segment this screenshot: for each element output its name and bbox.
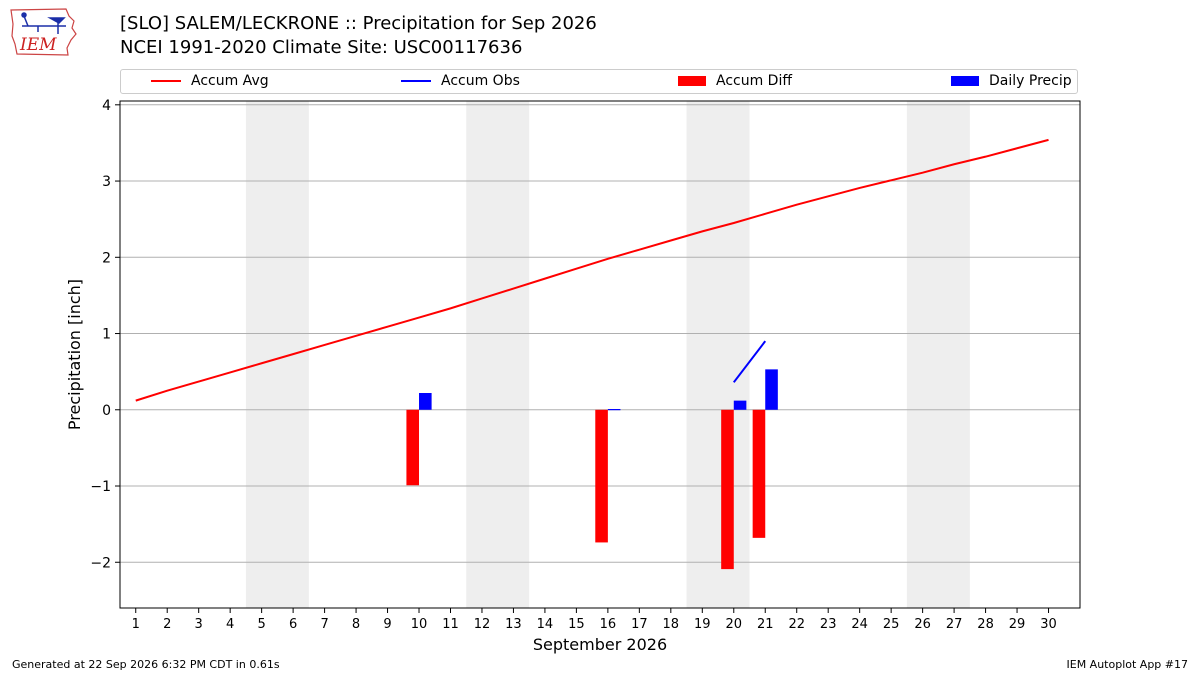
- chart-title: [SLO] SALEM/LECKRONE :: Precipitation fo…: [120, 13, 597, 34]
- x-tick-label: 12: [474, 617, 491, 632]
- legend-line-swatch: [151, 80, 181, 82]
- accum-diff-bar: [752, 409, 766, 538]
- plot-frame: [119, 100, 1081, 609]
- legend-bar-swatch: [951, 76, 979, 86]
- accum-obs-line: [732, 340, 767, 383]
- y-tick-label: 2: [102, 250, 111, 266]
- weekend-band: [906, 101, 970, 608]
- x-tick-label: 7: [320, 617, 328, 632]
- legend-item: Accum Diff: [678, 73, 792, 89]
- x-tick-label: 3: [195, 617, 203, 632]
- x-tick-label: 14: [537, 617, 554, 632]
- y-tick-label: 3: [102, 174, 111, 190]
- y-tick-label: 4: [102, 98, 111, 114]
- y-tick-label: −1: [90, 479, 111, 495]
- legend-label: Daily Precip: [989, 73, 1072, 89]
- accum-avg-line: [135, 138, 1049, 402]
- x-tick-label: 8: [352, 617, 360, 632]
- x-tick-label: 4: [226, 617, 234, 632]
- daily-precip-bar: [607, 409, 621, 411]
- x-tick-label: 18: [663, 617, 680, 632]
- y-tick-label: 0: [102, 403, 111, 419]
- weekend-band: [686, 101, 750, 608]
- x-tick-label: 25: [883, 617, 900, 632]
- chart-subtitle: NCEI 1991-2020 Climate Site: USC00117636: [120, 37, 523, 58]
- legend-label: Accum Avg: [191, 73, 269, 89]
- accum-diff-bar: [721, 409, 734, 570]
- x-tick-label: 2: [163, 617, 171, 632]
- x-tick-label: 29: [1009, 617, 1026, 632]
- x-tick-label: 17: [631, 617, 648, 632]
- x-tick-label: 28: [977, 617, 994, 632]
- iem-logo: IEM: [10, 8, 77, 56]
- x-tick-label: 10: [411, 617, 428, 632]
- y-tick-label: 1: [102, 327, 111, 343]
- x-tick-label: 6: [289, 617, 297, 632]
- x-tick-label: 26: [914, 617, 931, 632]
- x-tick-label: 5: [257, 617, 265, 632]
- x-tick-label: 23: [820, 617, 837, 632]
- x-tick-label: 9: [383, 617, 391, 632]
- daily-precip-bar: [733, 400, 747, 410]
- app-label: IEM Autoplot App #17: [1066, 658, 1189, 671]
- generated-timestamp: Generated at 22 Sep 2026 6:32 PM CDT in …: [12, 658, 280, 671]
- weekend-band: [245, 101, 309, 608]
- accum-diff-bar: [406, 409, 420, 486]
- x-tick-label: 16: [600, 617, 617, 632]
- x-tick-label: 27: [946, 617, 963, 632]
- accum-diff-bar: [595, 409, 608, 543]
- x-tick-label: 21: [757, 617, 774, 632]
- x-tick-label: 19: [694, 617, 711, 632]
- legend-label: Accum Diff: [716, 73, 793, 89]
- iem-logo-text: IEM: [19, 35, 57, 55]
- x-tick-label: 30: [1040, 617, 1057, 632]
- legend-bar-swatch: [678, 76, 706, 86]
- legend-line-swatch: [401, 80, 431, 82]
- y-tick-label: −2: [90, 555, 111, 571]
- x-tick-label: 1: [132, 617, 140, 632]
- x-tick-label: 11: [442, 617, 459, 632]
- weather-instrument-icon: [21, 12, 66, 34]
- legend-item: Daily Precip: [951, 73, 1072, 89]
- x-tick-label: 20: [725, 617, 742, 632]
- daily-precip-bar: [419, 393, 432, 410]
- x-tick-label: 24: [851, 617, 868, 632]
- daily-precip-bar: [765, 369, 778, 410]
- x-tick-label: 13: [505, 617, 522, 632]
- legend-item: Accum Avg: [151, 73, 269, 89]
- y-axis-label: Precipitation [inch]: [65, 279, 84, 430]
- legend-label: Accum Obs: [441, 73, 520, 89]
- chart-legend: Accum Avg Accum Obs Accum Diff Daily Precip: [120, 69, 1078, 94]
- x-tick-label: 15: [568, 617, 585, 632]
- x-axis-label: September 2026: [533, 635, 667, 654]
- weekend-band: [466, 101, 530, 608]
- x-tick-label: 22: [788, 617, 805, 632]
- legend-item: Accum Obs: [401, 73, 520, 89]
